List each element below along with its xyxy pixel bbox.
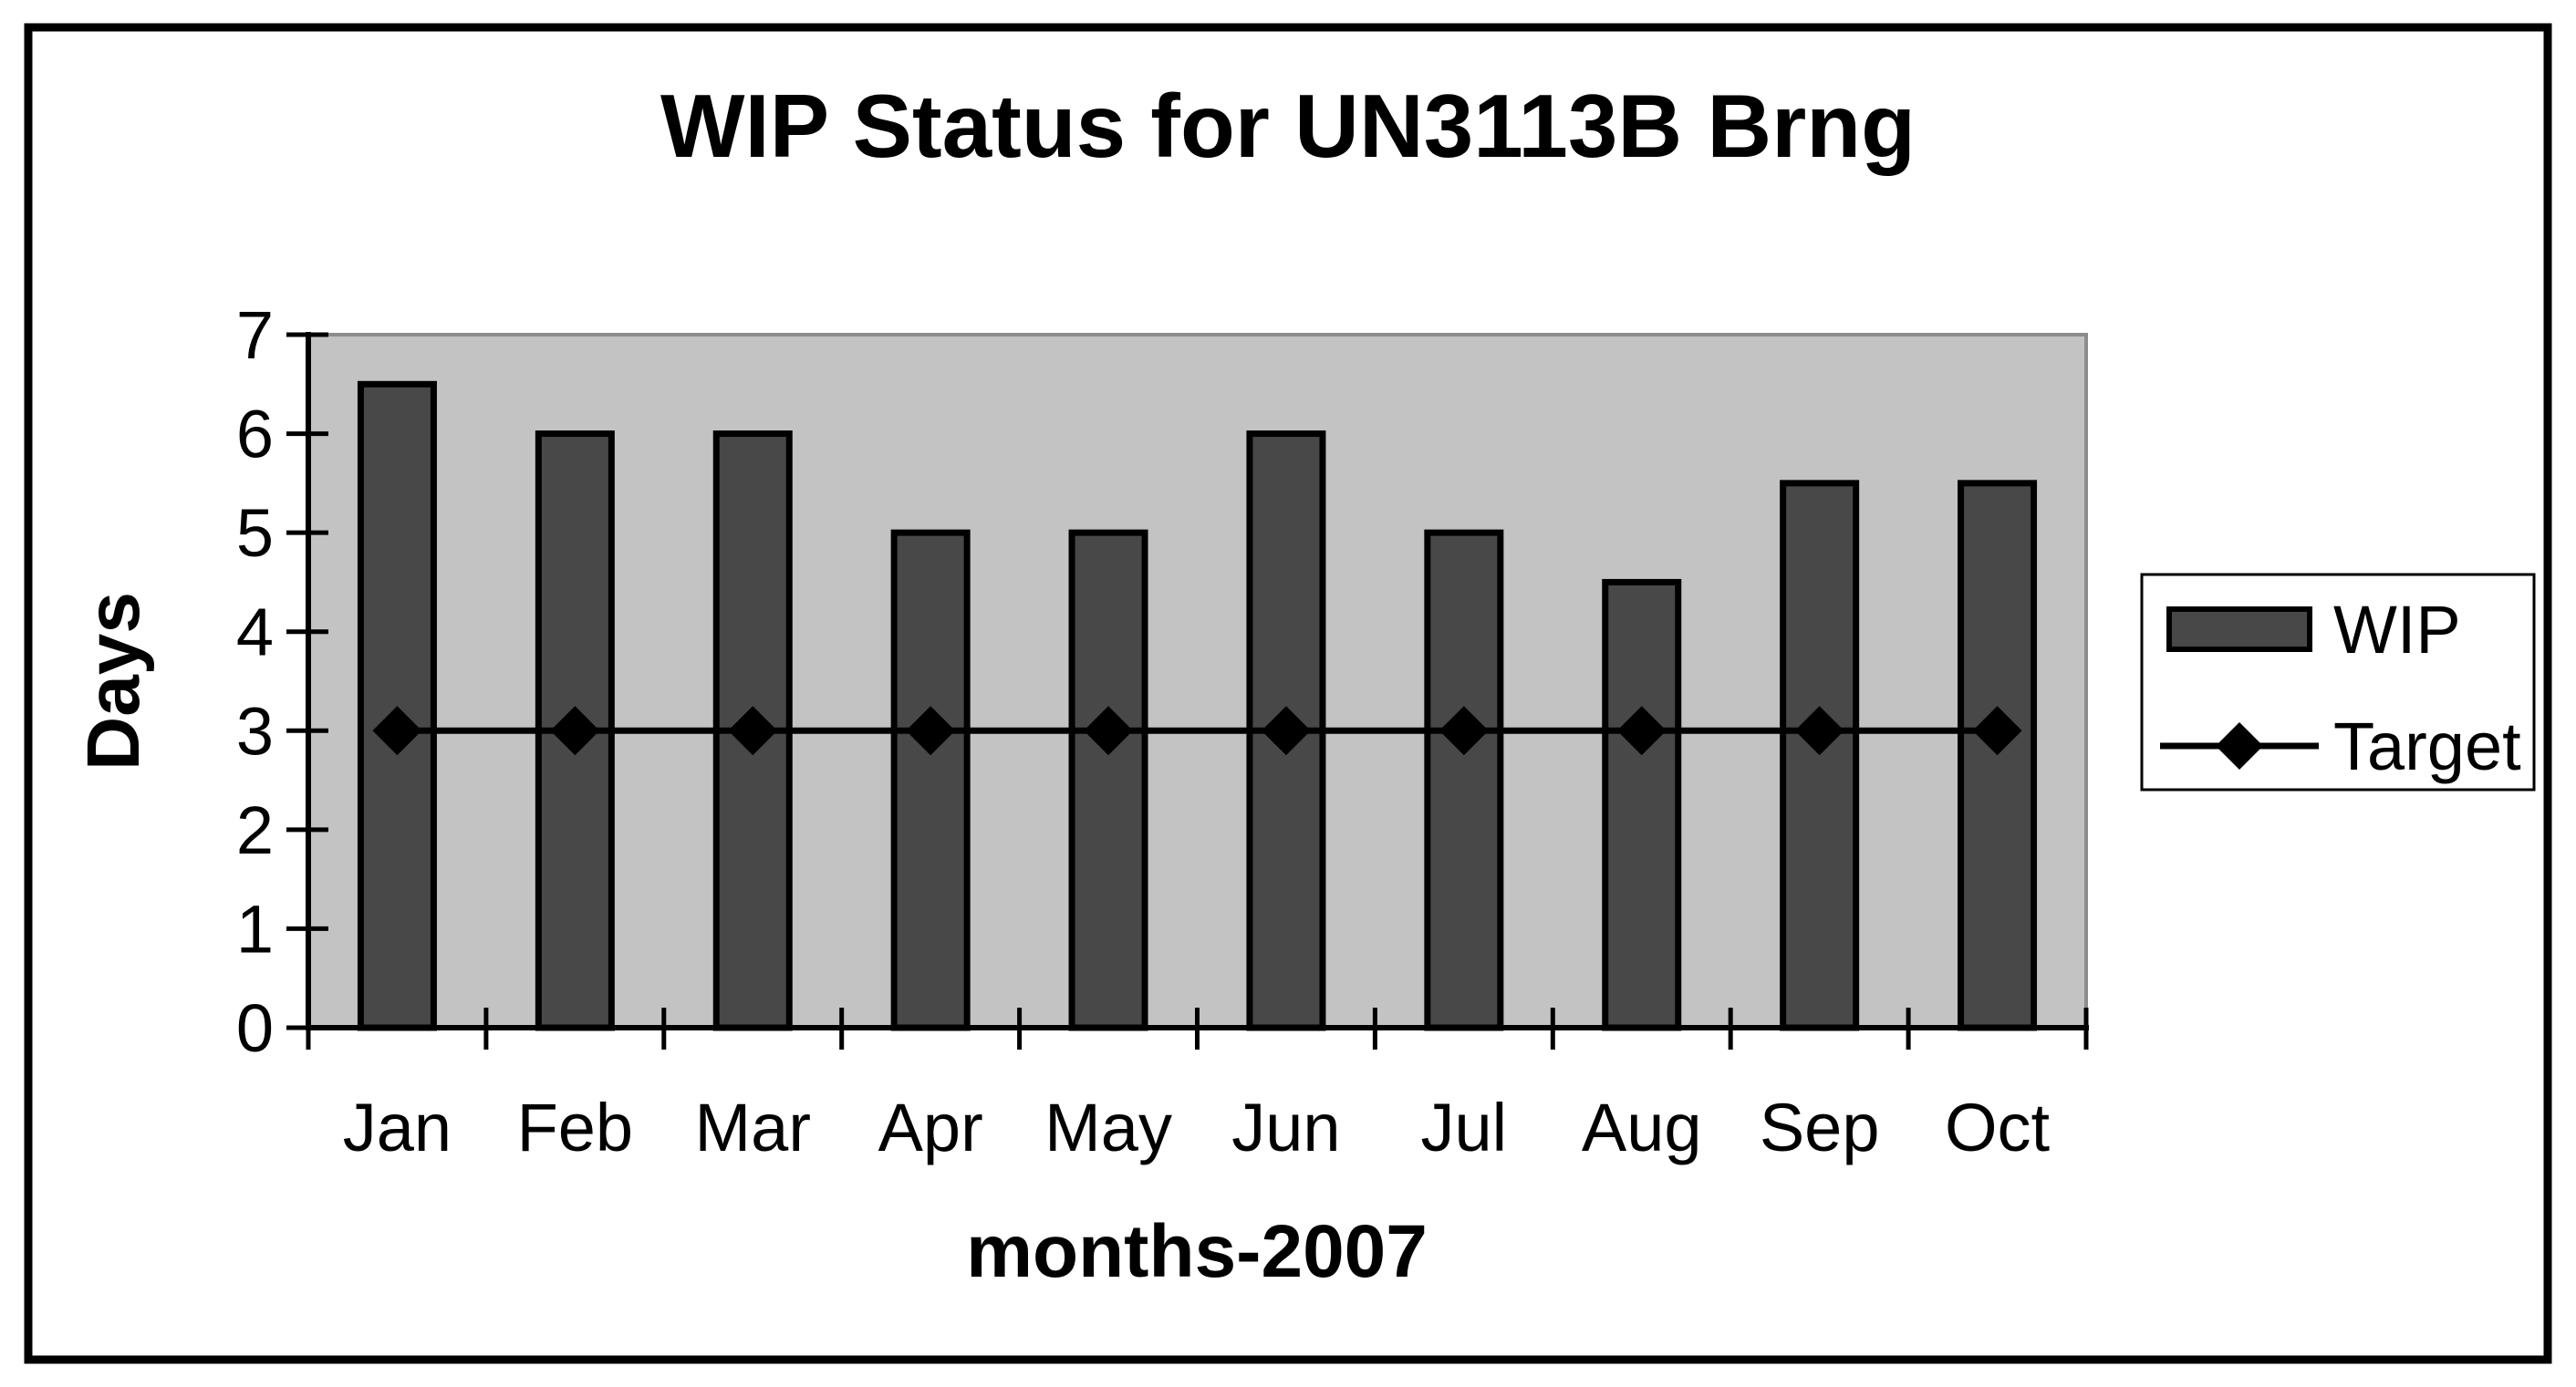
y-tick-label-1: 1 — [236, 891, 274, 967]
x-tick-label-may: May — [1044, 1090, 1172, 1165]
target-marker-jun — [1261, 706, 1311, 756]
x-tick-label-jun: Jun — [1231, 1090, 1340, 1165]
y-axis-tick-labels: 0 1 2 3 4 5 6 7 — [236, 297, 274, 1066]
bar-apr — [890, 529, 971, 1031]
outer-frame-border — [24, 23, 2552, 1364]
target-marker-feb — [550, 706, 600, 756]
y-axis-title: Days — [72, 592, 155, 771]
y-tick-label-3: 3 — [236, 693, 274, 769]
target-marker-may — [1084, 706, 1134, 756]
bar-sep — [1780, 480, 1860, 1031]
x-tick-label-aug: Aug — [1582, 1090, 1702, 1165]
target-marker-sep — [1794, 706, 1844, 756]
bar-jul — [1424, 529, 1504, 1031]
legend-wip-swatch — [2166, 606, 2312, 652]
x-tick-label-feb: Feb — [517, 1090, 634, 1165]
x-tick-label-jul: Jul — [1421, 1090, 1508, 1165]
bar-jan — [357, 380, 437, 1031]
legend-target-label: Target — [2333, 709, 2521, 784]
y-tick-label-2: 2 — [236, 792, 274, 868]
y-tick-label-4: 4 — [236, 595, 274, 670]
x-axis-title: months-2007 — [966, 1210, 1428, 1293]
x-tick-label-jan: Jan — [343, 1090, 452, 1165]
target-line-group — [372, 706, 2022, 756]
chart-title: WIP Status for UN3113B Brng — [660, 76, 1916, 176]
target-marker-apr — [906, 706, 956, 756]
target-marker-aug — [1616, 706, 1667, 756]
target-marker-mar — [728, 706, 778, 756]
bar-oct — [1958, 480, 2038, 1031]
legend: WIP Target — [2140, 573, 2536, 792]
y-tick-label-5: 5 — [236, 495, 274, 571]
legend-wip-label: WIP — [2333, 592, 2461, 668]
x-axis-tick-labels: Jan Feb Mar Apr May Jun Jul Aug Sep Oct — [343, 1090, 2051, 1165]
x-tick-label-oct: Oct — [1945, 1090, 2051, 1165]
x-tick-label-sep: Sep — [1760, 1090, 1880, 1165]
bar-aug — [1602, 578, 1682, 1031]
target-marker-oct — [1972, 706, 2022, 756]
x-tick-label-apr: Apr — [878, 1090, 983, 1165]
bar-may — [1068, 529, 1148, 1031]
target-marker-jul — [1439, 706, 1489, 756]
y-tick-label-7: 7 — [236, 297, 274, 373]
y-tick-label-0: 0 — [236, 990, 274, 1066]
y-tick-label-6: 6 — [236, 397, 274, 472]
target-marker-jan — [372, 706, 422, 756]
x-tick-label-mar: Mar — [695, 1090, 811, 1165]
legend-target-marker-diamond-icon — [2216, 722, 2263, 770]
